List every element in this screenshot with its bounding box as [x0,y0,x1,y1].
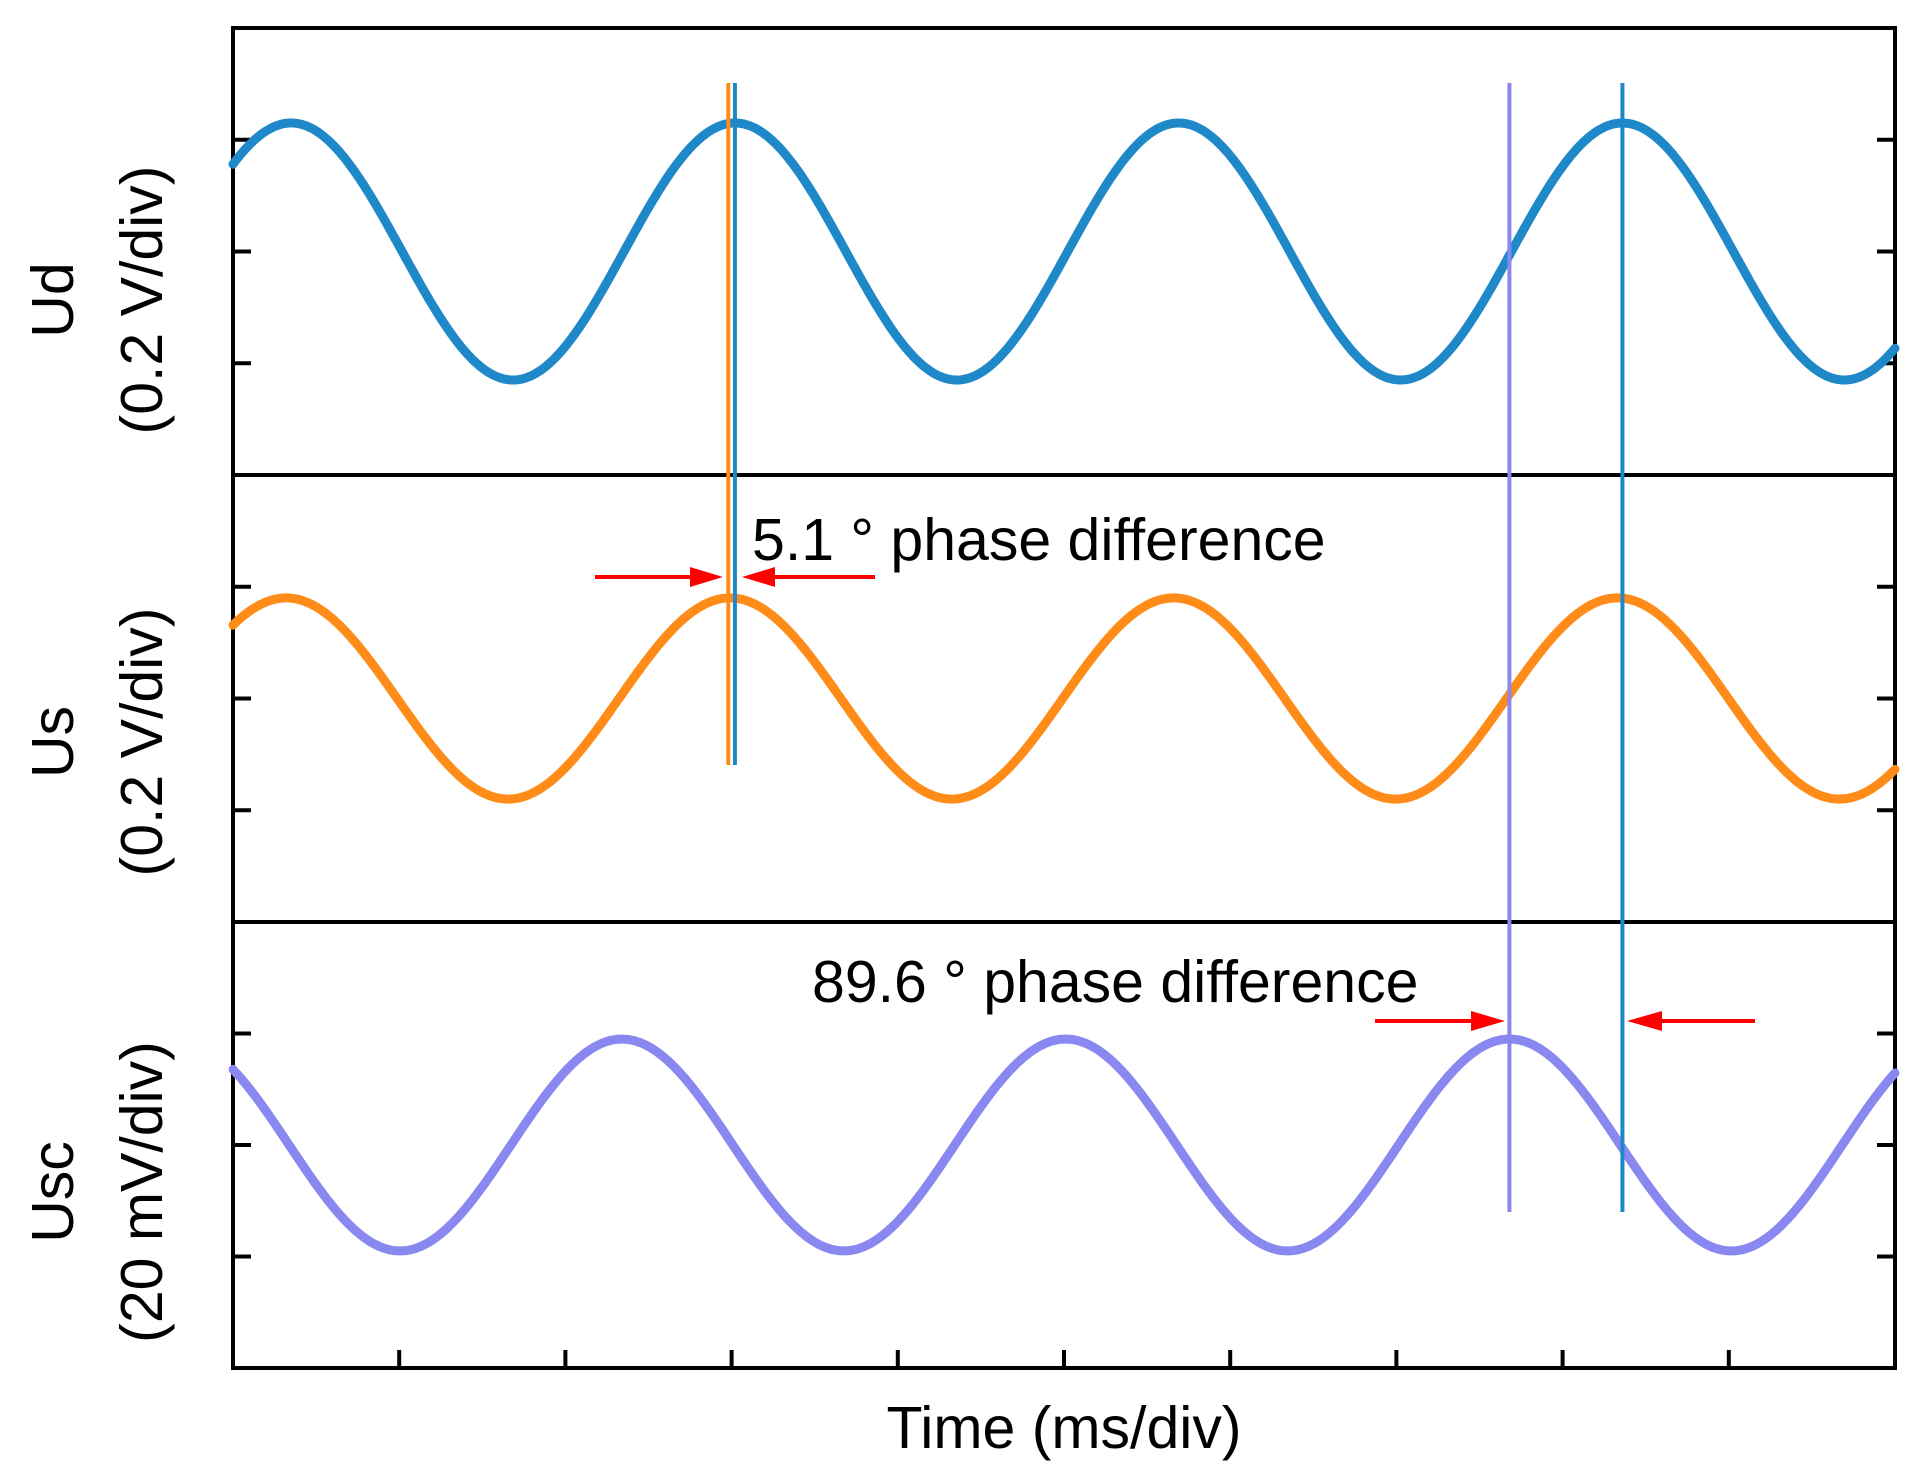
y-ticks-usc [233,1031,1895,1259]
us-axis-label: Us [20,706,86,778]
arrow-right-head-2 [1471,1011,1505,1031]
panel-usc: Usc (20 mV/div) [20,1031,1900,1343]
arrow-right-head-1 [690,567,723,587]
ud-axis-label: Ud [20,262,86,337]
panel-ud: Ud (0.2 V/div) [20,118,1900,435]
x-ticks [397,1350,1731,1368]
us-axis-unit: (0.2 V/div) [109,608,175,877]
ud-axis-unit: (0.2 V/div) [109,166,175,435]
us-waveform [228,593,1900,804]
usc-waveform [228,1034,1900,1256]
annotation-group-usc-ud: 89.6 ° phase difference [812,949,1755,1031]
annotation-us-ud: 5.1 ° phase difference [752,507,1326,573]
y-ticks-us [233,584,1895,813]
arrow-left-head-2 [1627,1011,1662,1031]
usc-axis-label: Usc [20,1141,86,1243]
usc-axis-unit: (20 mV/div) [109,1041,175,1343]
x-axis-label: Time (ms/div) [886,1395,1241,1461]
panel-us: Us (0.2 V/div) [20,584,1900,877]
ud-waveform [228,118,1900,385]
annotation-group-us-ud: 5.1 ° phase difference [595,507,1326,587]
arrow-left-head-1 [742,567,775,587]
annotation-usc-ud: 89.6 ° phase difference [812,949,1418,1015]
